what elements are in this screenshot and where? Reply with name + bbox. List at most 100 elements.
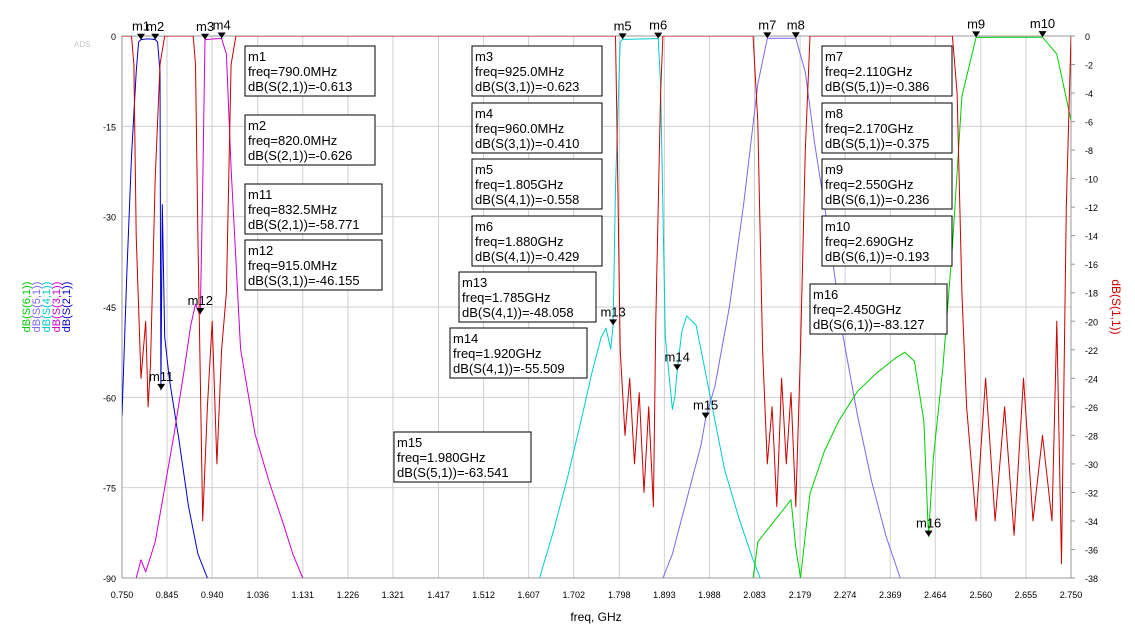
series-line-s31	[135, 38, 304, 578]
svg-text:dB(S(3,1))=-0.623: dB(S(3,1))=-0.623	[475, 79, 579, 94]
svg-text:freq=820.0MHz: freq=820.0MHz	[248, 133, 337, 148]
svg-text:dB(S(6,1))=-0.236: dB(S(6,1))=-0.236	[825, 192, 929, 207]
y-right-tick-label: -6	[1085, 118, 1093, 128]
svg-text:m1: m1	[248, 49, 266, 64]
y-left-label-part: dB(S(3,1))	[51, 282, 63, 333]
series-line-s21	[122, 38, 208, 578]
svg-text:m4: m4	[475, 106, 493, 121]
marker-readouts: m1freq=790.0MHzdB(S(2,1))=-0.613m2freq=8…	[244, 45, 953, 483]
marker-label: m9	[967, 16, 985, 31]
svg-text:dB(S(2,1))=-0.626: dB(S(2,1))=-0.626	[248, 148, 352, 163]
svg-text:freq=2.450GHz: freq=2.450GHz	[813, 302, 902, 317]
x-tick-labels: 0.750 0.845 0.940 1.036 1.131 1.226 1.321 1.417…	[111, 590, 1083, 600]
series-line-s41	[539, 38, 761, 578]
y-left-tick-label: -15	[103, 122, 116, 132]
y-right-tick-label: -26	[1085, 403, 1098, 413]
x-tick-label: 2.083	[743, 590, 766, 600]
marker-label: m10	[1030, 16, 1055, 31]
marker-m16	[924, 530, 933, 537]
svg-text:freq=2.170GHz: freq=2.170GHz	[825, 121, 914, 136]
svg-text:m13: m13	[462, 275, 487, 290]
svg-text:m10: m10	[825, 219, 850, 234]
svg-text:freq=1.980GHz: freq=1.980GHz	[397, 450, 486, 465]
svg-text:m3: m3	[475, 49, 493, 64]
marker-label: m7	[758, 17, 776, 32]
svg-text:freq=832.5MHz: freq=832.5MHz	[248, 202, 337, 217]
svg-text:dB(S(6,1))=-0.193: dB(S(6,1))=-0.193	[825, 249, 929, 264]
y-left-axis-label: dB(S(6,1))dB(S(5,1))dB(S(4,1))dB(S(3,1))…	[21, 282, 73, 333]
series-line-s61	[752, 36, 1071, 578]
x-tick-label: 2.179	[789, 590, 812, 600]
svg-text:freq=790.0MHz: freq=790.0MHz	[248, 64, 337, 79]
x-tick-label: 1.036	[246, 590, 269, 600]
marker-label: m12	[188, 293, 213, 308]
y-right-tick-label: -34	[1085, 517, 1098, 527]
y-right-tick-label: -4	[1085, 89, 1093, 99]
y-right-tick-label: -30	[1085, 460, 1098, 470]
y-right-tick-label: -18	[1085, 289, 1098, 299]
marker-m3	[201, 33, 210, 40]
y-left-label-part: dB(S(5,1))	[31, 282, 43, 333]
y-right-tick-label: -24	[1085, 374, 1098, 384]
svg-text:dB(S(5,1))=-0.386: dB(S(5,1))=-0.386	[825, 79, 929, 94]
marker-label: m4	[213, 17, 231, 32]
marker-label: m3	[196, 19, 214, 34]
series-line-s51	[662, 37, 901, 578]
marker-label: m2	[146, 19, 164, 34]
svg-text:m6: m6	[475, 219, 493, 234]
marker-m4	[217, 32, 226, 39]
y-left-tick-labels: 0 -15 -30 -45 -60 -75 -90	[103, 32, 116, 584]
x-axis-label: freq, GHz	[570, 610, 621, 624]
svg-text:freq=1.880GHz: freq=1.880GHz	[475, 234, 564, 249]
svg-text:dB(S(5,1))=-63.541: dB(S(5,1))=-63.541	[397, 465, 509, 480]
x-tick-label: 1.702	[562, 590, 585, 600]
marker-m9	[972, 31, 981, 38]
y-right-tick-label: -38	[1085, 574, 1098, 584]
svg-text:freq=1.785GHz: freq=1.785GHz	[462, 290, 551, 305]
svg-text:m9: m9	[825, 162, 843, 177]
y-right-tick-label: -28	[1085, 431, 1098, 441]
y-left-tick-label: -75	[103, 484, 116, 494]
x-tick-label: 2.274	[834, 590, 857, 600]
marker-label: m8	[787, 17, 805, 32]
y-right-tick-label: -14	[1085, 232, 1098, 242]
x-tick-label: 1.131	[292, 590, 315, 600]
marker-m6	[654, 32, 663, 39]
marker-m2	[151, 33, 160, 40]
x-tick-label: 0.845	[156, 590, 179, 600]
marker-m7	[763, 32, 772, 39]
x-tick-label: 2.750	[1060, 590, 1083, 600]
svg-text:freq=2.110GHz: freq=2.110GHz	[825, 64, 913, 79]
y-left-label-part: dB(S(2,1))	[61, 282, 73, 333]
svg-text:m16: m16	[813, 287, 838, 302]
y-left-label-part: dB(S(6,1))	[21, 282, 33, 333]
y-left-tick-label: 0	[111, 32, 116, 42]
svg-text:dB(S(3,1))=-46.155: dB(S(3,1))=-46.155	[248, 273, 360, 288]
marker-label: m5	[614, 18, 632, 33]
y-left-tick-label: -45	[103, 303, 116, 313]
svg-text:m14: m14	[453, 331, 478, 346]
marker-label: m16	[916, 516, 941, 531]
y-right-tick-label: -10	[1085, 175, 1098, 185]
svg-text:m7: m7	[825, 49, 843, 64]
marker-m14	[673, 364, 682, 371]
marker-m11	[157, 383, 166, 390]
x-tick-label: 1.988	[698, 590, 721, 600]
x-tick-label: 1.893	[653, 590, 676, 600]
x-tick-label: 1.512	[472, 590, 495, 600]
svg-text:dB(S(4,1))=-55.509: dB(S(4,1))=-55.509	[453, 361, 565, 376]
marker-m15	[701, 412, 710, 419]
marker-m5	[618, 33, 627, 40]
x-tick-label: 1.321	[382, 590, 405, 600]
x-tick-label: 1.798	[608, 590, 631, 600]
marker-label: m14	[665, 349, 690, 364]
marker-label: m6	[649, 18, 667, 33]
